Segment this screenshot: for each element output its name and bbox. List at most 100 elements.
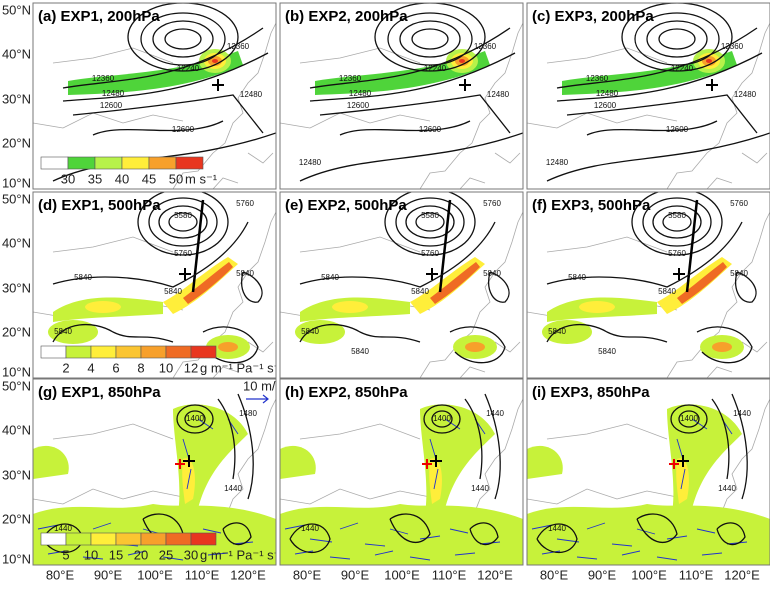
colorbar-box — [65, 532, 92, 546]
contour-label: 12480 — [734, 90, 757, 99]
longitude-label: 90°E — [341, 567, 370, 582]
panel-title: (e) EXP2, 500hPa — [285, 197, 407, 214]
colorbar-box — [175, 156, 204, 170]
colorbar-tick: 8 — [137, 360, 144, 375]
map-field — [527, 394, 770, 565]
contour-label: 5760 — [483, 199, 501, 208]
contour-label: 5760 — [668, 249, 686, 258]
colorbar-tick: 30 — [184, 547, 198, 562]
colorbar-tick: 35 — [88, 171, 102, 186]
map-panel: 12240 12360 12360 12480 12600 12600 12480 (a) E… — [33, 3, 276, 189]
contour-label: 5840 — [301, 327, 319, 336]
contour-label: 1480 — [239, 409, 257, 418]
colorbar-box — [40, 532, 67, 546]
panel-frame — [32, 2, 277, 190]
panel-frame — [526, 191, 770, 379]
colorbar-box — [190, 345, 217, 359]
colorbar-tick: 10 — [84, 547, 98, 562]
colorbar-tick: 15 — [109, 547, 123, 562]
latitude-label: 10°N — [2, 551, 31, 566]
contour-label: 5840 — [351, 347, 369, 356]
colorbar-tick: 25 — [159, 547, 173, 562]
latitude-label: 30°N — [2, 467, 31, 482]
contour-label: 12480 — [487, 90, 510, 99]
latitude-label: 20°N — [2, 511, 31, 526]
contour-label: 5580 — [174, 211, 192, 220]
panel-frame — [526, 2, 770, 190]
contour-label: 12360 — [586, 74, 609, 83]
contour-label: 5840 — [658, 287, 676, 296]
colorbar-box — [115, 532, 142, 546]
colorbar-box — [94, 156, 123, 170]
panel-title: (d) EXP1, 500hPa — [38, 197, 161, 214]
map-panel: 12240 12360 12360 12480 12600 12600 12480 12480… — [527, 3, 770, 189]
contour-label: 1400 — [433, 414, 451, 423]
colorbar-tick: 20 — [134, 547, 148, 562]
colorbar-box — [115, 345, 142, 359]
contour-label: 12360 — [339, 74, 362, 83]
contour-label: 1400 — [186, 414, 204, 423]
contour-label: 12480 — [240, 90, 263, 99]
map-panel: 1400 1480 1440 1440 (g) EXP1, 850hPa 5 10 15 20 2… — [33, 378, 283, 565]
contour-label: 5580 — [668, 211, 686, 220]
panel-frame — [32, 378, 277, 566]
contour-label: 5760 — [174, 249, 192, 258]
map-panel: 5580 5760 5760 5840 5840 5840 5840 5840 (f) EXP3… — [527, 189, 770, 378]
longitude-label: 120°E — [477, 567, 513, 582]
latitude-label: 10°N — [2, 364, 31, 379]
longitude-label: 80°E — [293, 567, 322, 582]
colorbar-box — [90, 345, 117, 359]
contour-label: 12480 — [546, 158, 569, 167]
contour-label: 12600 — [419, 125, 442, 134]
contour-label: 12480 — [349, 89, 372, 98]
longitude-label: 100°E — [384, 567, 420, 582]
contour-label: 5840 — [411, 287, 429, 296]
colorbar-box — [65, 345, 92, 359]
contour-label: 12360 — [721, 42, 744, 51]
reference-vector — [246, 394, 269, 404]
contour-label: 12600 — [347, 101, 370, 110]
colorbar-box — [90, 532, 117, 546]
panel-frame — [279, 2, 524, 190]
contour-label: 5840 — [568, 273, 586, 282]
contour-label: 1440 — [733, 409, 751, 418]
colorbar-tick: 4 — [87, 360, 94, 375]
contour-label: 5840 — [164, 287, 182, 296]
panel-title: (c) EXP3, 200hPa — [532, 8, 654, 25]
map-panel: 12240 12360 12360 12480 12600 12600 12480 12480… — [280, 3, 523, 189]
contour-label: 12240 — [671, 64, 694, 73]
panel-frame — [526, 378, 770, 566]
map-panel: 1400 1440 1440 1440 (i) EXP3, 850hPa — [527, 384, 770, 565]
contour-label: 1440 — [224, 484, 242, 493]
colorbar-box — [190, 532, 217, 546]
map-panel: 5580 5760 5760 5840 5840 5840 5840 5840 (e) EXP2… — [280, 189, 523, 378]
longitude-label: 110°E — [432, 567, 467, 582]
colorbar-box — [67, 156, 96, 170]
colorbar-tick: 30 — [61, 171, 75, 186]
map-panel: 1400 1440 1440 1440 (h) EXP2, 850hPa — [280, 384, 523, 565]
contour-label: 5840 — [54, 327, 72, 336]
contour-label: 1440 — [718, 484, 736, 493]
longitude-label: 80°E — [46, 567, 75, 582]
longitude-label: 90°E — [588, 567, 617, 582]
longitude-label: 100°E — [137, 567, 173, 582]
contour-label: 1400 — [680, 414, 698, 423]
latitude-label: 40°N — [2, 422, 31, 437]
contour-label: 5840 — [74, 273, 92, 282]
contour-label: 5840 — [598, 347, 616, 356]
contour-label: 5840 — [548, 327, 566, 336]
longitude-label: 110°E — [679, 567, 714, 582]
reference-vector-label: 10 m/s — [243, 378, 283, 393]
longitude-label: 120°E — [724, 567, 760, 582]
latitude-label: 20°N — [2, 135, 31, 150]
colorbar-box — [148, 156, 177, 170]
colorbar-unit: g m⁻¹ Pa⁻¹ s⁻¹ — [200, 360, 286, 375]
panel-title: (f) EXP3, 500hPa — [532, 197, 651, 214]
panel-frame — [32, 191, 277, 379]
contour-label: 12600 — [172, 125, 195, 134]
colorbar-tick: 2 — [62, 360, 69, 375]
contour-label: 12480 — [596, 89, 619, 98]
contour-label: 1440 — [548, 524, 566, 533]
longitude-label: 80°E — [540, 567, 569, 582]
